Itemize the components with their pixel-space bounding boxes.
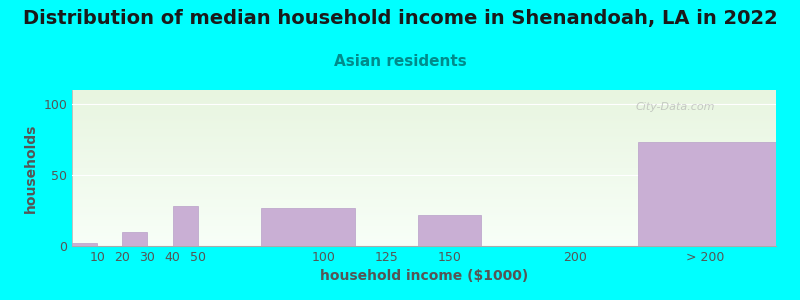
Text: City-Data.com: City-Data.com (635, 103, 714, 112)
X-axis label: household income ($1000): household income ($1000) (320, 269, 528, 284)
Text: Asian residents: Asian residents (334, 54, 466, 69)
Text: Distribution of median household income in Shenandoah, LA in 2022: Distribution of median household income … (22, 9, 778, 28)
Bar (261, 208, 355, 246)
Bar (638, 142, 776, 246)
Bar (72, 243, 97, 246)
Bar (122, 232, 147, 246)
Bar (173, 206, 198, 246)
Bar (418, 215, 481, 246)
Y-axis label: households: households (24, 123, 38, 213)
